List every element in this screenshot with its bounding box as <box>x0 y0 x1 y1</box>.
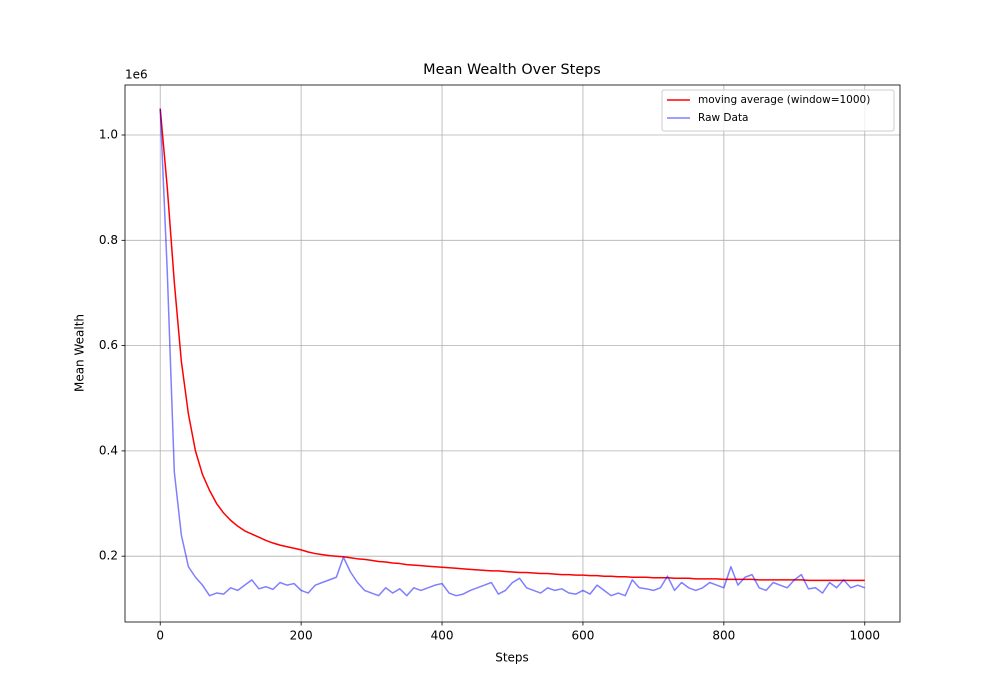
x-tick-label: 600 <box>572 629 595 643</box>
x-tick-label: 200 <box>290 629 313 643</box>
axes-frame <box>124 84 901 623</box>
chart-title: Mean Wealth Over Steps <box>423 62 601 78</box>
y-tick-label: 1.0 <box>99 128 118 142</box>
legend-label: Raw Data <box>698 112 749 124</box>
y-offset-label: 1e6 <box>125 68 148 82</box>
y-tick-label: 0.8 <box>99 233 118 247</box>
legend: moving average (window=1000) Raw Data <box>661 89 895 132</box>
x-tick-label: 400 <box>431 629 454 643</box>
legend-label: moving average (window=1000) <box>698 94 870 106</box>
y-tick-label: 0.2 <box>99 549 118 563</box>
x-tick-label: 800 <box>712 629 735 643</box>
y-tick-label: 0.4 <box>99 443 118 457</box>
legend-box <box>661 89 895 132</box>
x-axis-label: Steps <box>495 651 529 665</box>
data-line <box>159 108 866 597</box>
y-axis-label: Mean Wealth <box>73 314 87 392</box>
x-tick-label: 0 <box>156 629 164 643</box>
data-line <box>159 108 865 582</box>
y-tick-label: 0.6 <box>99 338 118 352</box>
x-tick-label: 1000 <box>849 629 880 643</box>
